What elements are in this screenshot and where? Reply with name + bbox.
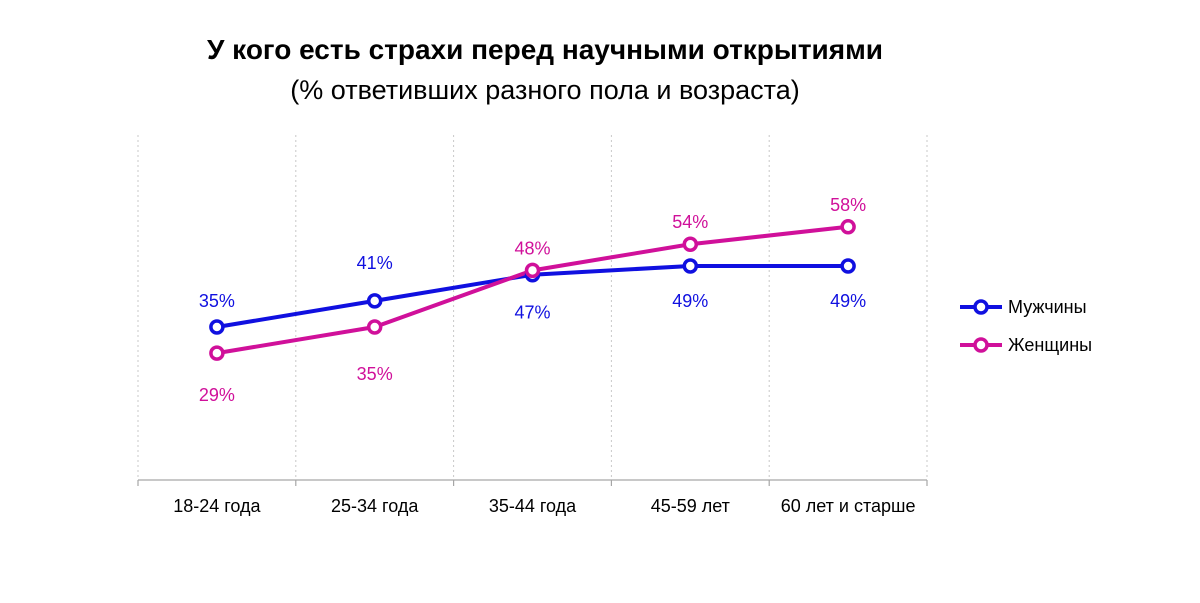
data-point-women [840,219,856,235]
x-tick-label: 18-24 года [173,496,261,516]
x-tick-label: 25-34 года [331,496,419,516]
data-point-women [682,236,699,252]
data-label-men: 47% [514,303,550,323]
data-label-women: 29% [199,385,235,405]
legend-marker-men [960,299,1002,315]
data-label-men: 41% [357,253,393,273]
data-label-women: 54% [672,212,708,232]
data-point-women [524,262,541,279]
x-tick-label: 45-59 лет [651,496,730,516]
legend-label-women: Женщины [1008,334,1093,355]
legend: Мужчины Женщины [958,288,1092,364]
x-tick-label: 35-44 года [489,496,577,516]
data-label-women: 48% [514,238,550,258]
data-point-women [209,345,225,361]
x-tick-label: 60 лет и старше [781,496,916,516]
data-label-men: 49% [672,291,708,311]
chart-subtitle: (% ответивших разного пола и возраста) [290,75,800,105]
legend-label-men: Мужчины [1008,296,1087,317]
data-point-men [682,258,699,274]
legend-marker-women [960,337,1002,353]
data-point-women [366,319,383,335]
chart-title: У кого есть страхи перед научными открыт… [206,34,884,65]
data-label-women: 58% [830,195,866,215]
data-label-women: 35% [357,364,393,384]
legend-item-men: Мужчины [958,288,1092,326]
data-point-men [366,293,383,309]
data-label-men: 35% [199,291,235,311]
data-point-men [209,319,225,335]
legend-item-women: Женщины [958,326,1092,364]
data-point-men [840,258,856,274]
data-label-men: 49% [830,291,866,311]
